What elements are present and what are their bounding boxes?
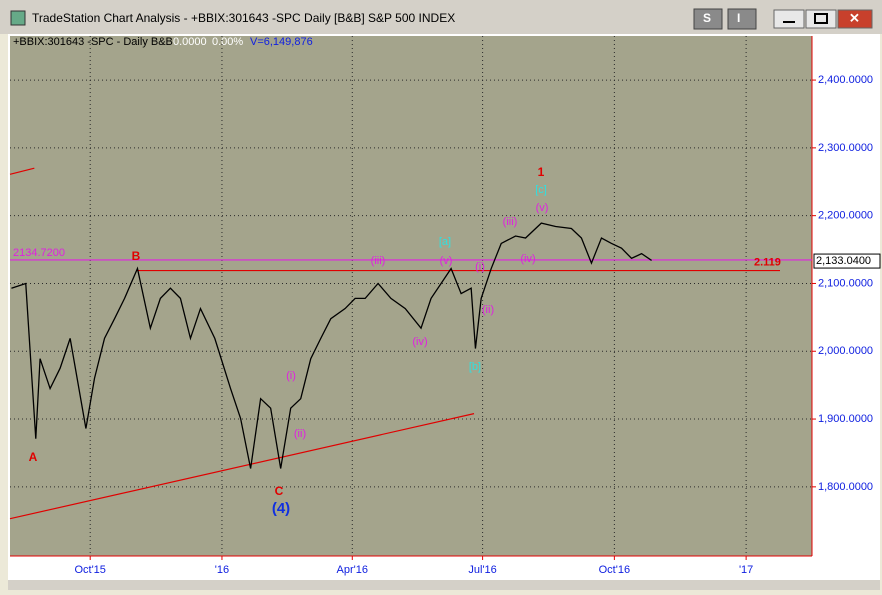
i-button[interactable] <box>727 8 757 30</box>
wave-label: A <box>29 450 38 464</box>
wave-label: (v) <box>440 255 453 267</box>
price-line <box>11 222 652 469</box>
horizontal-line-label: 2.119 <box>754 256 781 268</box>
wave-label: B <box>132 249 141 263</box>
wave-label: (i) <box>475 261 485 273</box>
wave-label: (iv) <box>520 253 535 265</box>
wave-label: (i) <box>286 370 296 382</box>
plot-area <box>10 36 812 556</box>
close-icon: ✕ <box>849 10 860 25</box>
wave-label: [c] <box>535 184 547 196</box>
wave-label: (iii) <box>503 216 518 228</box>
x-tick-label: '17 <box>739 564 753 576</box>
window-title: TradeStation Chart Analysis - +BBIX:3016… <box>32 11 455 25</box>
trendline <box>9 413 475 520</box>
minimize-button[interactable] <box>773 9 805 29</box>
s-button[interactable] <box>693 8 723 30</box>
wave-label: [a] <box>439 236 451 248</box>
y-tick-label: 2,200.0000 <box>818 210 873 222</box>
wave-label: (v) <box>536 202 549 214</box>
maximize-icon <box>814 13 828 24</box>
x-tick-label: '16 <box>215 564 229 576</box>
wave-label: (ii) <box>294 428 306 440</box>
info-symbol: +BBIX:301643 -SPC - Daily B&B <box>13 36 173 48</box>
maximize-button[interactable] <box>805 9 837 29</box>
i-button-label[interactable]: I <box>737 11 740 25</box>
y-tick-label: 2,000.0000 <box>818 345 873 357</box>
y-tick-label: 2,400.0000 <box>818 74 873 86</box>
last-price-label: 2,133.0400 <box>816 255 871 267</box>
wave-label: (iii) <box>371 255 386 267</box>
info-volume: V=6,149,876 <box>250 36 313 48</box>
x-tick-label: Oct'15 <box>74 564 105 576</box>
wave-label: C <box>275 484 284 498</box>
x-tick-label: Oct'16 <box>599 564 630 576</box>
wave-label: 1 <box>538 165 545 179</box>
y-tick-label: 2,100.0000 <box>818 277 873 289</box>
last-price-box <box>813 253 881 269</box>
y-tick-label: 1,900.0000 <box>818 413 873 425</box>
scrollbar[interactable] <box>8 580 880 590</box>
y-tick-label: 1,800.0000 <box>818 481 873 493</box>
wave-label: (iv) <box>412 336 427 348</box>
x-tick-label: Apr'16 <box>337 564 368 576</box>
close-button[interactable] <box>837 9 873 29</box>
y-tick-label: 2,300.0000 <box>818 142 873 154</box>
wave-label: [b] <box>469 361 481 373</box>
wave-label: (ii) <box>482 304 494 316</box>
x-tick-label: Jul'16 <box>468 564 496 576</box>
wave-label: (4) <box>272 500 290 517</box>
s-button-label[interactable]: S <box>703 11 711 25</box>
trendline <box>9 167 35 175</box>
app-icon <box>10 10 26 26</box>
horizontal-line-label: 2134.7200 <box>13 247 65 259</box>
info-percent: 0.00% <box>212 36 243 48</box>
info-change: 0.0000 <box>173 36 207 48</box>
